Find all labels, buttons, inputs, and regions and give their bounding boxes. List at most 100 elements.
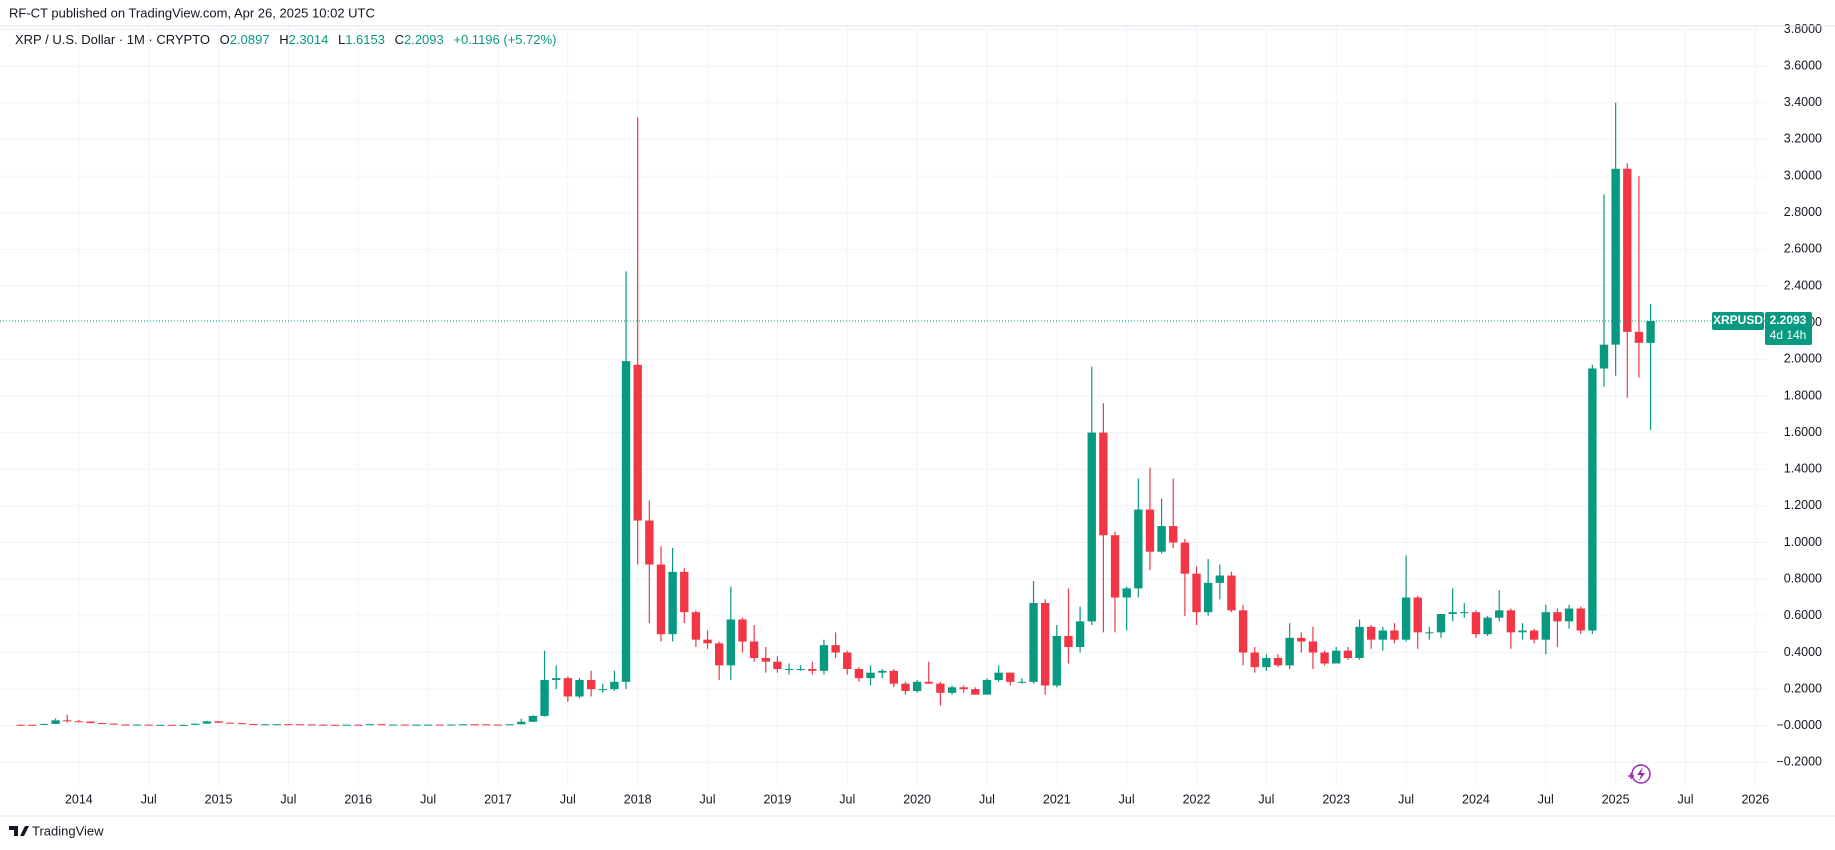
candle-body — [237, 723, 247, 725]
y-tick-label: −0.0000 — [1776, 718, 1822, 732]
candle-body — [412, 724, 421, 726]
candle-body — [901, 683, 910, 691]
candle-body — [482, 724, 491, 726]
y-tick-label: 3.4000 — [1784, 95, 1822, 109]
candle-body — [680, 571, 689, 613]
candle-body — [260, 724, 270, 726]
candle-body — [1634, 331, 1644, 343]
candle-body — [214, 721, 223, 723]
candle-body — [1413, 597, 1422, 633]
candle-body — [877, 670, 887, 673]
candle-body — [132, 724, 142, 726]
candle-body — [656, 564, 666, 635]
candle-body — [843, 652, 852, 669]
y-tick-label: 0.6000 — [1784, 608, 1822, 622]
candle-body — [645, 520, 654, 565]
candle-body — [1122, 588, 1131, 598]
candle-body — [249, 723, 258, 725]
candle-body — [784, 668, 794, 670]
published-note: RF-CT published on TradingView.com, Apr … — [9, 5, 375, 20]
candle-body — [1157, 526, 1166, 552]
candle-body — [924, 681, 933, 684]
footer-logo[interactable]: TradingView — [9, 823, 104, 838]
candle-body — [1099, 432, 1108, 536]
candle-body — [1110, 535, 1120, 598]
candle-body — [1483, 617, 1492, 635]
x-tick-label: Jul — [1258, 792, 1274, 806]
lightning-icon[interactable] — [1628, 764, 1651, 784]
candle-body — [330, 724, 340, 726]
candle-body — [668, 571, 677, 635]
x-tick-label: 2022 — [1183, 792, 1211, 806]
candle-body — [1308, 641, 1318, 653]
candle-body — [121, 724, 130, 726]
candle-body — [354, 724, 363, 726]
candle-body — [726, 619, 736, 666]
candle-body — [540, 679, 549, 716]
candle-body — [749, 641, 759, 658]
y-tick-label: 3.8000 — [1784, 22, 1822, 36]
candle-body — [1250, 652, 1259, 668]
candle-body — [307, 724, 316, 726]
logo-mark — [9, 826, 29, 836]
x-tick-label: Jul — [700, 792, 716, 806]
x-tick-label: 2023 — [1322, 792, 1350, 806]
candle-body — [982, 679, 992, 695]
candle-body — [598, 689, 607, 691]
candle-body — [738, 619, 747, 642]
candle-body — [1611, 168, 1620, 345]
candle-body — [1145, 509, 1155, 552]
x-tick-label: Jul — [1538, 792, 1554, 806]
candle-body — [703, 639, 712, 644]
x-tick-label: 2014 — [65, 792, 93, 806]
candle-body — [16, 724, 25, 726]
candle-body — [1075, 621, 1085, 648]
x-tick-label: 2017 — [484, 792, 512, 806]
y-tick-label: 1.4000 — [1784, 462, 1822, 476]
high-label: H — [279, 32, 288, 47]
y-tick-label: 2.6000 — [1784, 242, 1822, 256]
y-tick-label: 0.4000 — [1784, 645, 1822, 659]
candle-body — [1169, 526, 1178, 543]
candle-body — [319, 724, 328, 726]
candle-body — [39, 723, 49, 725]
candle-body — [1436, 614, 1446, 633]
price-tag — [1765, 311, 1812, 345]
candle-body — [1623, 168, 1632, 332]
y-tick-label: 3.0000 — [1784, 168, 1822, 182]
candle-body — [1576, 608, 1585, 631]
candle-body — [819, 645, 829, 671]
candle-body — [86, 721, 95, 724]
candle-body — [1390, 630, 1399, 640]
candles — [16, 102, 1655, 726]
candle-body — [167, 724, 177, 726]
x-tick-label: Jul — [979, 792, 995, 806]
y-tick-label: 1.0000 — [1784, 535, 1822, 549]
candle-body — [517, 721, 526, 725]
candle-body — [1588, 368, 1597, 631]
candle-body — [272, 724, 281, 726]
candle-body — [1506, 610, 1516, 633]
change-value: +0.1196 (+5.72%) — [453, 32, 556, 47]
candle-body — [1052, 636, 1062, 686]
x-tick-label: Jul — [1398, 792, 1414, 806]
candle-body — [1087, 432, 1096, 622]
candle-body — [1564, 608, 1574, 622]
candle-body — [202, 721, 212, 724]
symbol-title: XRP / U.S. Dollar · 1M · CRYPTO — [15, 32, 210, 47]
candle-body — [1518, 630, 1527, 633]
candle-body — [1495, 610, 1504, 618]
candle-body — [1646, 320, 1655, 343]
candle-body — [1180, 542, 1190, 574]
x-tick-label: Jul — [1678, 792, 1694, 806]
overlay: 3.8000 3.6000 3.4000 3.2000 3.0000 2.8000 2.60… — [0, 22, 1822, 806]
footer-text: TradingView — [32, 823, 104, 838]
candle-body — [1460, 612, 1469, 614]
candle-body — [528, 715, 538, 722]
candle-body — [563, 678, 573, 697]
candle-body — [808, 668, 817, 671]
icon-circle — [1631, 764, 1651, 784]
candle-body — [1599, 344, 1609, 369]
candle-body — [994, 672, 1003, 680]
x-tick-label: Jul — [420, 792, 436, 806]
